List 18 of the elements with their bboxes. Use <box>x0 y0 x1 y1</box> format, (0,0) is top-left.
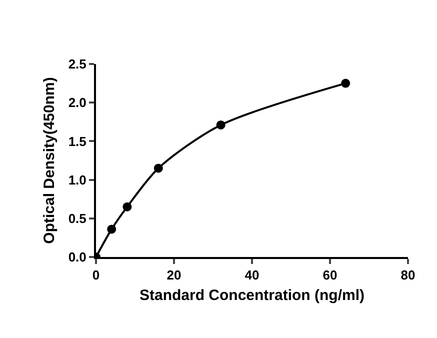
x-tick-label: 20 <box>166 268 182 283</box>
y-tick-label: 1.0 <box>68 172 86 188</box>
x-tick-label: 60 <box>322 268 338 283</box>
x-axis-title: Standard Concentration (ng/ml) <box>140 287 365 304</box>
point <box>154 164 163 173</box>
y-tick-label: 1.5 <box>68 134 86 149</box>
point <box>122 202 132 212</box>
y-tick-label: 0.0 <box>68 250 86 265</box>
x-tick-label: 0 <box>92 268 100 283</box>
point <box>216 120 226 130</box>
x-tick-label: 80 <box>400 268 416 283</box>
y-tick-label: 2.5 <box>68 56 86 72</box>
y-tick-label: 0.5 <box>68 210 86 226</box>
y-axis-title: Optical Density(450nm) <box>41 77 58 244</box>
y-tick-label: 2.0 <box>68 95 86 110</box>
point <box>107 224 116 234</box>
x-tick-label: 40 <box>244 268 260 283</box>
point <box>341 78 350 88</box>
